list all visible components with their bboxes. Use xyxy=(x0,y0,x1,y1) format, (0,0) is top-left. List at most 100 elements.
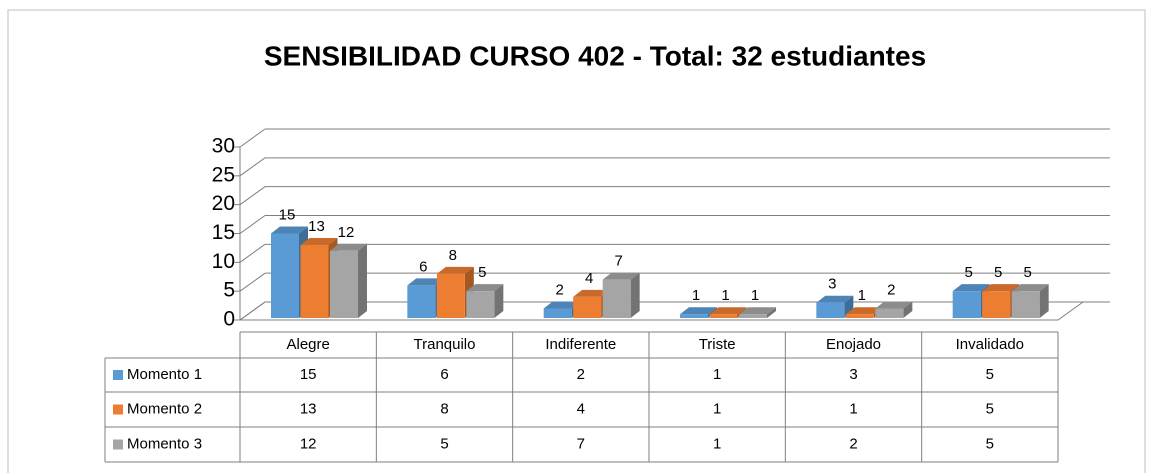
data-label: 15 xyxy=(279,206,296,223)
data-label: 5 xyxy=(994,264,1002,281)
bar-top xyxy=(1011,284,1049,292)
table-cell: 5 xyxy=(440,435,448,452)
data-label: 4 xyxy=(585,270,593,287)
table-cell: 12 xyxy=(300,435,317,452)
bar xyxy=(739,314,767,318)
x-tick-label: Triste xyxy=(699,336,736,353)
bar-top xyxy=(271,226,308,234)
table-cell: 8 xyxy=(440,400,448,417)
chart-title: SENSIBILIDAD CURSO 402 - Total: 32 estud… xyxy=(264,40,926,71)
bar xyxy=(300,245,329,318)
x-tick-label: Invalidado xyxy=(956,336,1024,353)
grid-line xyxy=(239,215,266,234)
bar xyxy=(573,296,602,318)
bar-side xyxy=(358,243,367,318)
bar-side xyxy=(630,272,640,318)
bar xyxy=(845,314,874,318)
data-label: 7 xyxy=(614,253,622,270)
bar-side xyxy=(903,301,913,318)
table-cell: 5 xyxy=(986,435,994,452)
bar-top xyxy=(407,278,445,286)
data-label: 8 xyxy=(449,247,457,264)
y-tick-label: 25 xyxy=(212,163,235,186)
bar-top xyxy=(436,266,474,274)
bar xyxy=(952,291,981,318)
bar xyxy=(875,308,904,318)
table-cell: 5 xyxy=(986,400,994,417)
data-label: 2 xyxy=(887,281,895,298)
data-label: 13 xyxy=(308,218,325,235)
bar xyxy=(271,233,299,318)
table-cell: 15 xyxy=(300,366,317,383)
bar-side xyxy=(767,307,776,318)
bar xyxy=(982,291,1011,318)
y-tick-label: 0 xyxy=(223,308,235,331)
table-cell: 1 xyxy=(713,400,721,417)
data-label: 2 xyxy=(555,281,563,298)
table-cell: 1 xyxy=(713,435,721,452)
table-cell: 2 xyxy=(849,435,857,452)
bar-side xyxy=(494,284,504,318)
data-label: 1 xyxy=(721,287,729,304)
bar-top xyxy=(602,272,640,280)
table-cell: 1 xyxy=(849,400,857,417)
table-cell: 4 xyxy=(577,400,585,417)
bar xyxy=(680,314,708,318)
bar-top xyxy=(952,284,990,292)
table-cell: 1 xyxy=(713,366,721,383)
bar-top xyxy=(543,301,581,309)
y-tick-label: 15 xyxy=(212,221,235,244)
bar-top xyxy=(709,307,747,315)
table-cell: 5 xyxy=(986,366,994,383)
legend-key xyxy=(113,370,123,380)
data-label: 1 xyxy=(692,287,700,304)
bar-top xyxy=(845,307,883,315)
table-cell: 6 xyxy=(440,366,448,383)
x-tick-label: Tranquilo xyxy=(414,336,476,353)
bar-top xyxy=(330,243,367,251)
data-label: 1 xyxy=(751,287,759,304)
grid-line xyxy=(239,157,266,177)
grid-line xyxy=(239,272,266,292)
grid-line xyxy=(239,301,266,321)
bar-top xyxy=(466,284,504,292)
y-tick-label: 10 xyxy=(212,250,235,273)
bar xyxy=(543,308,572,318)
bar xyxy=(330,250,358,318)
data-label: 5 xyxy=(964,264,972,281)
y-tick-label: 5 xyxy=(223,279,235,302)
bar-top xyxy=(982,284,1020,292)
bar xyxy=(1011,291,1040,318)
bar xyxy=(436,273,465,318)
legend-key xyxy=(113,439,123,450)
bar xyxy=(816,302,845,318)
chart-frame xyxy=(7,9,1146,473)
legend-key xyxy=(113,404,123,415)
bar-top xyxy=(875,301,913,309)
bar-side xyxy=(1039,284,1049,318)
bar xyxy=(466,291,495,318)
bar-top xyxy=(680,307,717,315)
bar xyxy=(407,285,436,318)
data-label: 5 xyxy=(1023,264,1031,281)
bar-top xyxy=(573,289,611,297)
table-cell: 13 xyxy=(300,400,317,417)
data-label: 1 xyxy=(858,287,866,304)
bar-top xyxy=(300,238,338,246)
bar xyxy=(709,314,738,318)
bar xyxy=(602,279,631,318)
table-cell: 2 xyxy=(577,366,585,383)
data-label: 12 xyxy=(338,224,355,241)
table-cell: 3 xyxy=(849,366,857,383)
bar-top xyxy=(739,307,776,315)
grid-line xyxy=(239,243,266,263)
legend-label: Momento 3 xyxy=(127,435,202,452)
x-tick-label: Indiferente xyxy=(545,336,616,353)
data-label: 3 xyxy=(828,276,836,293)
y-tick-label: 30 xyxy=(212,135,235,158)
grid-line xyxy=(239,128,266,148)
bar-top xyxy=(816,295,854,303)
data-label: 6 xyxy=(419,258,427,275)
data-label: 5 xyxy=(478,264,486,281)
